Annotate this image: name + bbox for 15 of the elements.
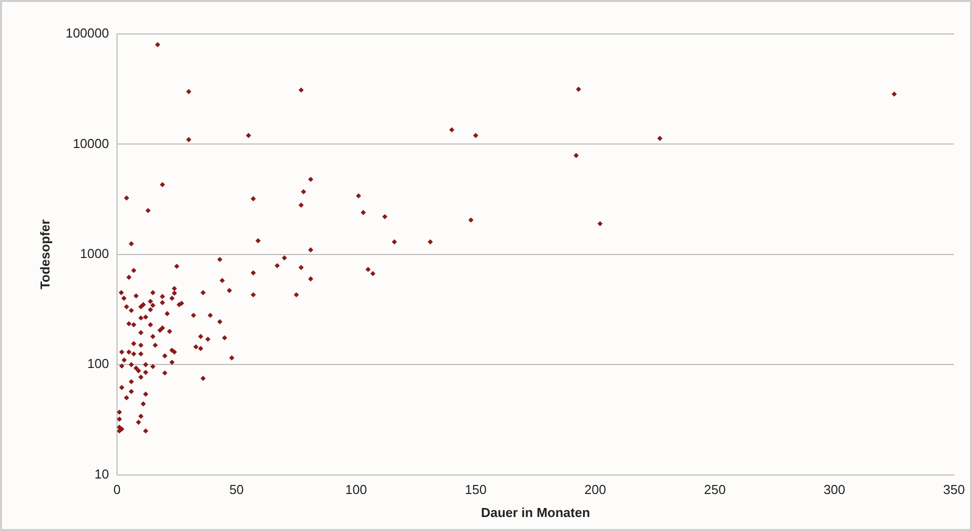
y-axis-title: Todesopfer [37,219,52,290]
y-tick-label: 10 [94,466,109,482]
x-tick-label: 100 [345,482,367,498]
x-tick-label: 50 [229,482,244,498]
x-tick-label: 350 [943,482,965,498]
y-tick-label: 100000 [66,26,109,41]
x-tick-label: 300 [824,482,846,498]
x-tick-label: 0 [113,482,121,498]
y-tick-label: 100 [87,356,109,372]
y-tick-label: 10000 [72,136,109,151]
x-tick-label: 250 [704,482,726,498]
y-tick-label: 1000 [80,246,109,261]
x-tick-label: 200 [584,482,606,498]
x-tick-label: 150 [464,482,487,498]
x-axis-title: Dauer in Monaten [480,504,590,520]
